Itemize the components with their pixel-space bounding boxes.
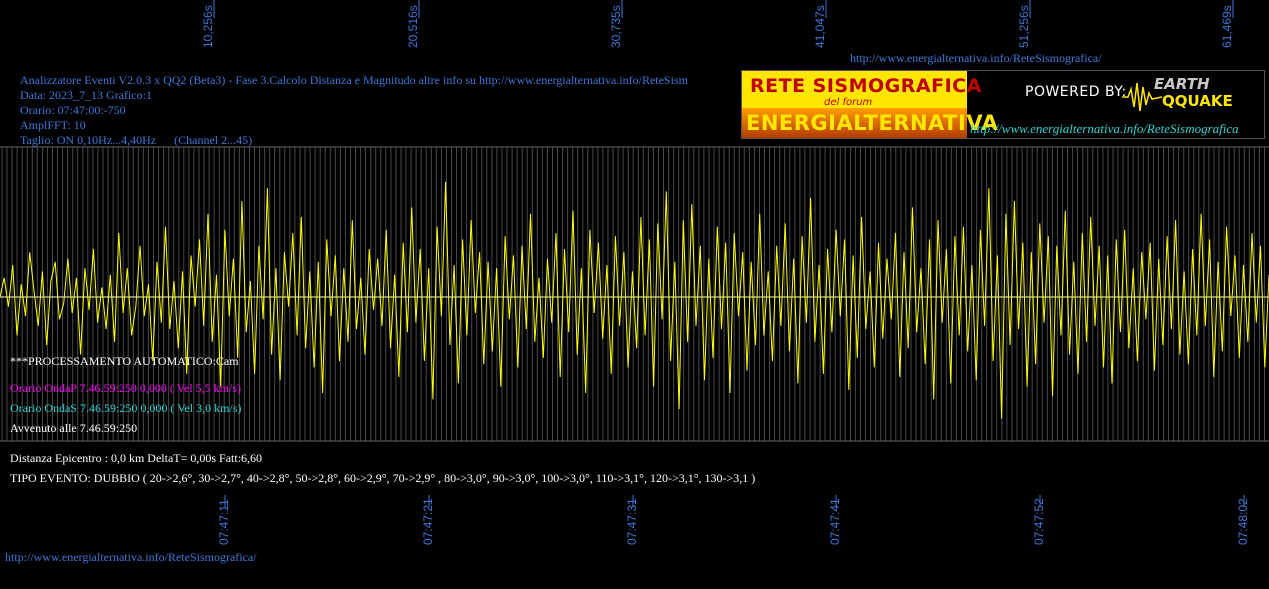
logo-subtitle: del forum [824,97,873,108]
info-filter: Taglio: ON 0,10Hz...4,40Hz (Channel 2...… [20,133,253,147]
top-tick-label: 51,256s [1017,5,1031,48]
earthquake-brand-bottom: QQUAKE [1162,92,1233,110]
top-tick-label: 10,256s [201,5,215,48]
top-axis-ticks: 10,256s 20,516s 30,735s 41,047s 51,256s 61,46… [201,0,1234,48]
info-title: Analizzatore Eventi V2.0.3 x QQ2 (Beta3)… [20,73,688,87]
top-tick-label: 20,516s [406,5,420,48]
bottom-tick-label: 07:47:41 [828,498,842,545]
logo-forum-name: ENERGIALTERNATIVA [746,111,999,135]
powered-by-label: POWERED BY: [1025,84,1127,100]
info-time: Orario: 07:47:00:-750 [20,103,126,117]
logo-banner-bottom [742,108,967,138]
processing-label: ***PROCESSAMENTO AUTOMATICO:Cam [10,354,239,368]
bottom-axis-ticks: 07:47:11 07:47:21 07:47:31 07:47:41 07:47:52… [217,495,1250,545]
top-url[interactable]: http://www.energialternativa.info/ReteSi… [850,51,1102,65]
seismic-wave-icon [1122,82,1162,112]
logo-url[interactable]: http://www.energialternativa.info/ReteSi… [970,121,1239,136]
footer-url[interactable]: http://www.energialternativa.info/ReteSi… [5,550,257,564]
onda-p-time: Orario OndaP 7.46.59:250 0,000 ( Vel 5,5… [10,381,241,395]
bottom-tick-label: 07:47:21 [421,498,435,545]
earthquake-brand-top: EARTH [1154,75,1210,93]
top-tick-label: 30,735s [609,5,623,48]
bottom-tick-label: 07:48:02 [1236,498,1250,545]
event-type: TIPO EVENTO: DUBBIO ( 20->2,6°, 30->2,7°… [10,471,756,485]
epicenter-distance: Distanza Epicentro : 0,0 km DeltaT= 0,00… [10,451,263,465]
event-time: Avvenuto alle 7.46.59:250 [10,421,138,435]
seismic-trace [0,181,1269,419]
logo-title: RETE SISMOGRAFICA [750,75,982,97]
top-tick-label: 41,047s [813,5,827,48]
bottom-tick-label: 07:47:52 [1032,498,1046,545]
onda-s-time: Orario OndaS 7.46.59:250 0,000 ( Vel 3,0… [10,401,242,415]
info-amplfft: AmplFFT: 10 [20,118,86,132]
bottom-tick-label: 07:47:11 [217,499,231,545]
time-grid [1,147,1265,441]
bottom-tick-label: 07:47:31 [625,498,639,545]
rete-sismografica-logo[interactable]: RETE SISMOGRAFICA del forum ENERGIALTERN… [741,70,1265,139]
top-tick-label: 61,469s [1220,5,1234,48]
info-date: Data: 2023_7_13 Grafico:1 [20,88,152,102]
